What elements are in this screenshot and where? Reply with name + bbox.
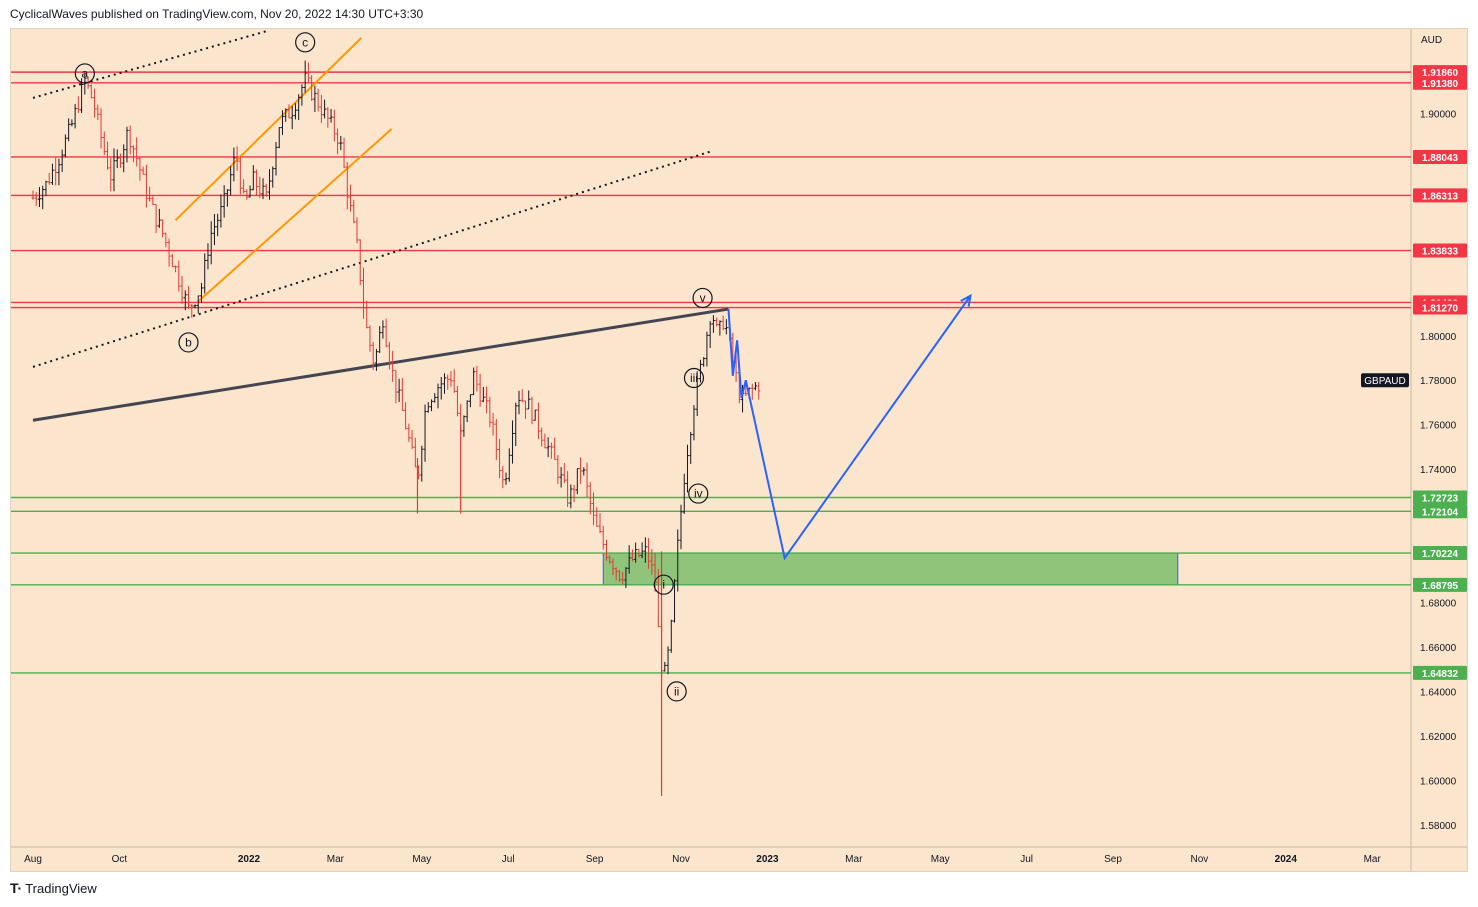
price-level-badge xyxy=(1413,504,1467,519)
price-level-badge xyxy=(1413,65,1467,80)
brand-name: TradingView xyxy=(25,880,97,896)
time-axis-label: Nov xyxy=(1191,854,1209,865)
time-axis-label: Oct xyxy=(112,854,128,865)
wave-label-circle xyxy=(178,332,199,353)
price-tick-label: 1.64000 xyxy=(1420,687,1457,698)
price-tick-label: 1.68000 xyxy=(1420,598,1457,609)
time-axis-label: 2022 xyxy=(238,854,261,865)
time-axis-label: 2023 xyxy=(756,854,779,865)
neckline-trendline xyxy=(32,307,729,422)
time-axis-label: Jul xyxy=(502,854,515,865)
symbol-tag xyxy=(1361,373,1409,388)
projection-arrowhead xyxy=(960,293,972,307)
wave-label: i xyxy=(662,578,665,592)
wave-label: ii xyxy=(674,684,679,698)
price-level-badge-text: 1.81270 xyxy=(1422,304,1459,315)
time-axis-label: Nov xyxy=(672,854,690,865)
wave-label: a xyxy=(81,66,88,80)
price-level-badge xyxy=(1413,665,1467,680)
price-tick-label: 1.60000 xyxy=(1420,776,1457,787)
price-level-badge xyxy=(1413,577,1467,592)
price-level-badge xyxy=(1413,149,1467,164)
chart-canvas[interactable]: acbviiiiviiiAUD1.900001.800001.780001.76… xyxy=(11,29,1467,871)
price-level-badge-text: 1.88043 xyxy=(1422,153,1459,164)
time-axis-label: Sep xyxy=(1104,854,1122,865)
price-level-badge-text: 1.72723 xyxy=(1422,494,1459,505)
wave-label: c xyxy=(302,35,308,49)
price-tick-label: 1.58000 xyxy=(1420,821,1457,832)
price-level-badge xyxy=(1413,300,1467,315)
symbol-tag-text: GBPAUD xyxy=(1364,376,1406,387)
price-level-badge xyxy=(1413,546,1467,561)
wave-label-circle xyxy=(666,681,687,702)
price-tick-label: 1.74000 xyxy=(1420,465,1457,476)
time-axis-label: Mar xyxy=(327,854,345,865)
support-zone xyxy=(602,552,1179,586)
price-level-badge-text: 1.91860 xyxy=(1422,68,1459,79)
time-axis-label: Mar xyxy=(845,854,863,865)
channel-line xyxy=(196,128,393,304)
price-level-badge-text: 1.72104 xyxy=(1422,507,1459,518)
publisher-header: CyclicalWaves published on TradingView.c… xyxy=(10,7,424,21)
price-level-badge-text: 1.70224 xyxy=(1422,549,1459,560)
time-axis-label: May xyxy=(931,854,950,865)
time-axis-label: Aug xyxy=(24,854,42,865)
dotted-trend-line xyxy=(32,150,712,368)
wave-label: iii xyxy=(690,371,698,385)
price-tick-label: 1.66000 xyxy=(1420,643,1457,654)
time-axis-label: Sep xyxy=(586,854,604,865)
price-level-badge xyxy=(1413,490,1467,505)
wave-label-circle xyxy=(295,32,316,53)
time-axis-label: Jul xyxy=(1020,854,1033,865)
price-level-badge xyxy=(1413,188,1467,203)
wave-label: v xyxy=(700,291,706,305)
wave-label-circle xyxy=(688,483,709,504)
wave-label-circle xyxy=(692,287,713,309)
time-axis-label: Mar xyxy=(1364,854,1382,865)
tradingview-logo-icon: Τ· xyxy=(10,880,22,896)
price-level-badge-text: 1.64832 xyxy=(1422,669,1459,680)
time-axis-label: May xyxy=(412,854,431,865)
price-tick-label: 1.90000 xyxy=(1420,109,1457,120)
chart-pane[interactable]: a c b v iii iv i ii AUD 1.90000 1.80000 1.78000 1.76… xyxy=(10,28,1468,872)
wave-label-circle xyxy=(653,574,674,595)
price-tick-label: 1.76000 xyxy=(1420,421,1457,432)
price-level-badge xyxy=(1413,243,1467,258)
dotted-trend-line xyxy=(32,30,267,99)
wave-label-circle xyxy=(74,63,95,84)
price-tick-label: 1.78000 xyxy=(1420,376,1457,387)
brand-footer[interactable]: Τ· TradingView xyxy=(10,880,97,896)
wave-label: iv xyxy=(694,487,703,501)
wave-label-circle xyxy=(683,367,705,389)
price-level-badge-text: 1.68795 xyxy=(1422,581,1459,592)
price-level-badge-text: 1.86313 xyxy=(1422,191,1459,202)
price-tick-label: 1.80000 xyxy=(1420,332,1457,343)
price-tick-label: 1.62000 xyxy=(1420,732,1457,743)
currency-label: AUD xyxy=(1421,35,1442,46)
price-level-badge-text: 1.83833 xyxy=(1422,247,1459,258)
time-axis-label: 2024 xyxy=(1275,854,1298,865)
price-level-badge-text: 1.91380 xyxy=(1422,79,1459,90)
projection-path xyxy=(727,295,972,561)
channel-line xyxy=(174,37,363,221)
price-level-badge xyxy=(1413,75,1467,90)
wave-label: b xyxy=(185,335,192,349)
